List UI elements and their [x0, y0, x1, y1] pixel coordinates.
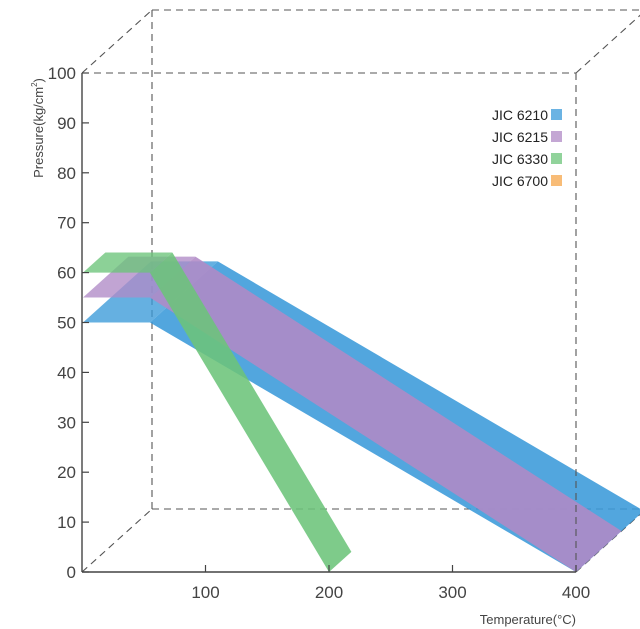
plateau-band — [83, 252, 173, 273]
x-tick-label: 200 — [315, 583, 343, 602]
depth-edge-top-right — [575, 14, 640, 74]
y-tick-label: 80 — [57, 164, 76, 183]
y-tick-label: 60 — [57, 264, 76, 283]
series-bands — [83, 73, 640, 572]
series-jic-6215 — [83, 256, 622, 572]
decline-band — [149, 73, 453, 572]
x-tick-label: 400 — [562, 583, 590, 602]
y-tick-label: 100 — [48, 64, 76, 83]
decline-band — [149, 256, 622, 572]
legend: JIC 6210 JIC 6215 JIC 6330 JIC 6700 — [492, 107, 562, 189]
y-tick-label: 70 — [57, 214, 76, 233]
y-tick-label: 20 — [57, 463, 76, 482]
y-tick-label: 0 — [67, 563, 76, 582]
y-axis-label: Pressure(kg/cm2) — [30, 78, 46, 178]
y-axis-label-main: Pressure(kg/cm — [31, 87, 46, 178]
legend-label: JIC 6700 — [492, 173, 548, 189]
series-jic-6700 — [149, 73, 453, 572]
legend-label: JIC 6210 — [492, 107, 548, 123]
legend-swatch — [551, 109, 562, 120]
y-tick-label: 40 — [57, 363, 76, 382]
depth-edge-bottom-left — [81, 508, 153, 573]
y-axis-label-close: ) — [31, 78, 46, 82]
decline-band — [149, 252, 352, 572]
y-axis-label-superscript: 2 — [30, 82, 39, 87]
tick-labels: 0 10 20 30 40 50 60 70 80 90 100 100 200 300 400 — [48, 64, 591, 602]
y-tick-label: 50 — [57, 314, 76, 333]
y-tick-label: 30 — [57, 413, 76, 432]
legend-swatch — [551, 131, 562, 142]
legend-label: JIC 6215 — [492, 129, 548, 145]
y-tick-label: 10 — [57, 513, 76, 532]
legend-label: JIC 6330 — [492, 151, 548, 167]
x-axis-label: Temperature(°C) — [480, 612, 576, 627]
legend-swatch — [551, 175, 562, 186]
series-jic-6330 — [83, 252, 352, 572]
y-tick-label: 90 — [57, 114, 76, 133]
x-tick-label: 100 — [191, 583, 219, 602]
depth-edge-top-left — [81, 9, 153, 74]
legend-swatch — [551, 153, 562, 164]
x-tick-label: 300 — [438, 583, 466, 602]
